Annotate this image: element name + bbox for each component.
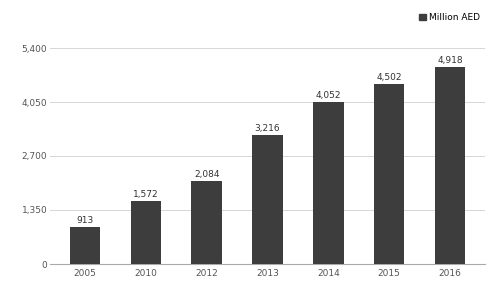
Bar bbox=[70, 227, 100, 264]
Bar bbox=[192, 181, 222, 264]
Text: 2,084: 2,084 bbox=[194, 169, 220, 178]
Bar bbox=[130, 201, 161, 264]
Text: 1,572: 1,572 bbox=[133, 190, 158, 199]
Text: 913: 913 bbox=[76, 217, 94, 226]
Bar bbox=[435, 67, 465, 264]
Bar bbox=[252, 135, 282, 264]
Legend: Million AED: Million AED bbox=[418, 13, 480, 22]
Bar bbox=[374, 84, 404, 264]
Text: 3,216: 3,216 bbox=[254, 124, 280, 134]
Text: 4,502: 4,502 bbox=[376, 73, 402, 82]
Text: 4,918: 4,918 bbox=[437, 56, 463, 65]
Bar bbox=[313, 102, 344, 264]
Text: 4,052: 4,052 bbox=[316, 91, 341, 100]
